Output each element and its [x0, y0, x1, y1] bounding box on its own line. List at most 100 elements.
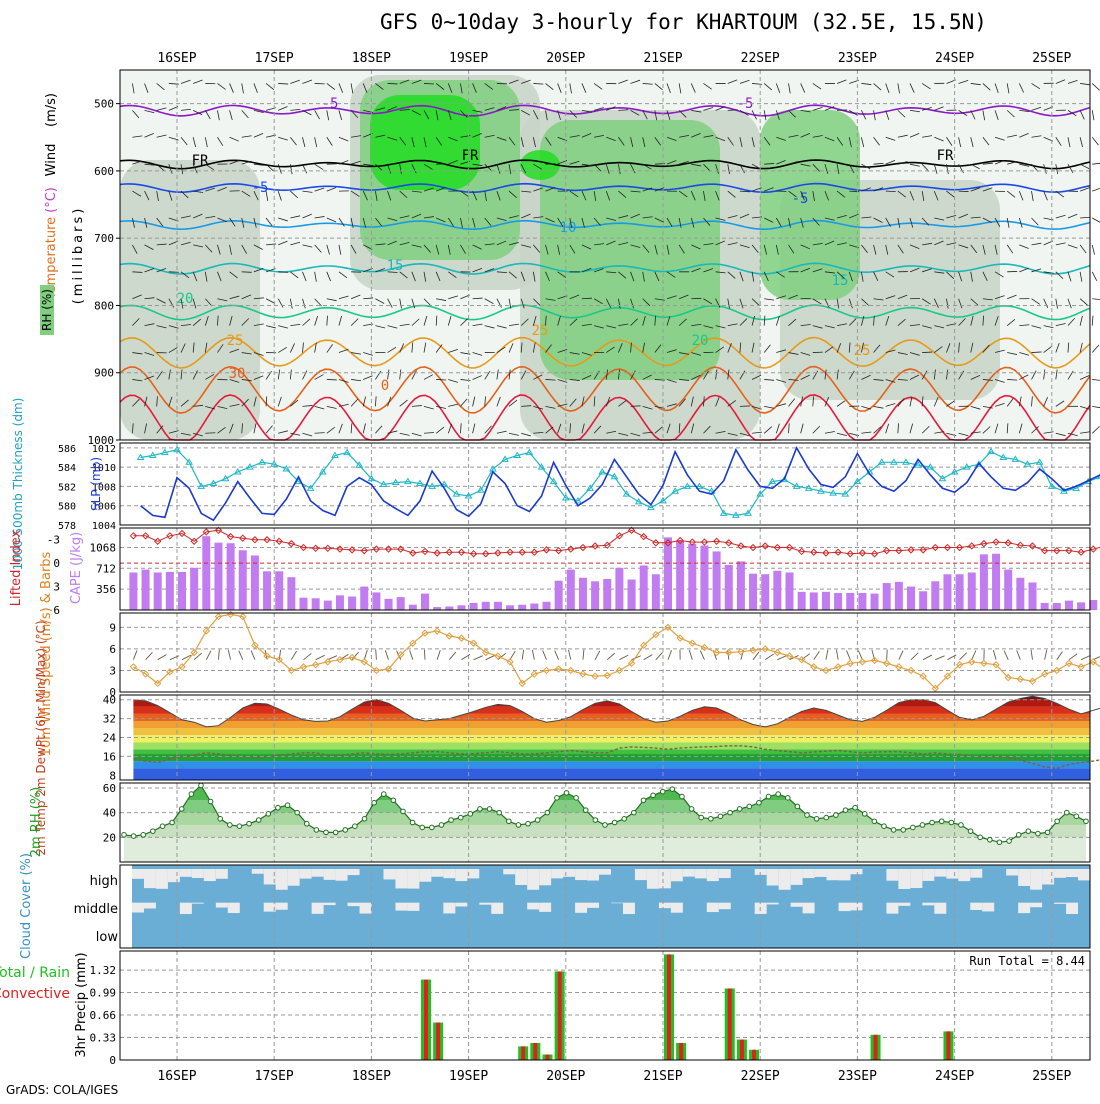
- rh-point: [160, 824, 165, 829]
- wind-barb: [972, 651, 976, 660]
- cape-bar: [664, 537, 672, 610]
- rh-band: [120, 783, 1090, 800]
- x-tick-label-top: 16SEP: [157, 51, 196, 66]
- thickness-tick-label: 586: [58, 444, 76, 455]
- wind-barb: [1092, 163, 1100, 164]
- wind-barb: [777, 656, 786, 660]
- cape-bar: [142, 570, 150, 610]
- contour-label: -5: [252, 180, 269, 196]
- rh-point: [1074, 814, 1079, 819]
- rh-point: [766, 794, 771, 799]
- rh-point: [949, 820, 954, 825]
- middle-cloud-gap: [276, 903, 288, 910]
- high-cloud-gap: [419, 869, 431, 882]
- cloud-row-label: high: [90, 874, 118, 889]
- high-cloud-gap: [1066, 869, 1078, 877]
- cape-bar: [931, 581, 939, 610]
- rh-point: [1026, 829, 1031, 834]
- slp-tick-label: 1012: [92, 444, 116, 455]
- high-cloud-gap: [886, 869, 898, 881]
- cape-axis-title: CAPE (J/kg): [69, 532, 84, 604]
- high-cloud-gap: [431, 869, 443, 877]
- high-cloud-gap: [395, 869, 407, 888]
- high-cloud-gap: [300, 869, 312, 879]
- wind-barb: [1092, 110, 1094, 120]
- cape-bar: [445, 606, 453, 610]
- cloud-row-label: middle: [74, 902, 118, 917]
- rh-point: [603, 823, 608, 828]
- temp-band: [120, 768, 1090, 780]
- x-tick-label-bottom: 24SEP: [935, 1069, 974, 1084]
- temp-band: [120, 728, 1090, 735]
- high-cloud-gap: [635, 869, 647, 880]
- li-tick-label: 6: [53, 604, 60, 617]
- rh-point: [526, 821, 531, 826]
- middle-cloud-gap: [1030, 903, 1042, 908]
- rh-point: [968, 829, 973, 834]
- temp-band: [120, 754, 1090, 761]
- cape-bar: [287, 577, 295, 610]
- wind-barb: [546, 164, 556, 165]
- wind-barb: [1092, 426, 1099, 433]
- wind-barb: [1057, 651, 1063, 659]
- x-tick-label-top: 20SEP: [546, 51, 585, 66]
- rh-point: [1084, 819, 1089, 824]
- cape-bar: [822, 592, 830, 610]
- convective-precip-bar: [728, 988, 732, 1060]
- high-cloud-gap: [312, 869, 324, 877]
- wind-barb: [1092, 299, 1100, 300]
- high-cloud-gap: [204, 869, 216, 881]
- high-cloud-gap: [898, 869, 910, 889]
- middle-cloud-gap: [803, 903, 815, 914]
- wind-barb: [1092, 345, 1099, 353]
- x-tick-label-bottom: 19SEP: [449, 1069, 488, 1084]
- high-cloud-gap: [1054, 869, 1066, 878]
- wind-barb: [700, 651, 704, 660]
- cape-bar: [773, 571, 781, 610]
- cape-bar: [615, 568, 623, 610]
- middle-cloud-gap: [611, 903, 623, 904]
- cape-bar: [263, 571, 271, 610]
- rh-point: [439, 823, 444, 828]
- precip-tick-label: 1.32: [90, 964, 117, 977]
- high-cloud-gap: [551, 869, 563, 878]
- pressure-tick-label: 500: [94, 98, 114, 111]
- rh-point: [834, 813, 839, 818]
- cape-bar: [555, 581, 563, 610]
- rh-point: [593, 818, 598, 823]
- pressure-tick-label: 900: [94, 367, 114, 380]
- rh-point: [718, 814, 723, 819]
- cape-tick-label: 356: [96, 583, 116, 596]
- wind-barb: [1092, 272, 1096, 281]
- wind-barb: [922, 352, 932, 353]
- wind-barb: [424, 650, 425, 660]
- li-tick-label: 0: [53, 557, 60, 570]
- wind-barb: [1092, 83, 1099, 90]
- rh-point: [824, 815, 829, 820]
- wind-barb: [1017, 650, 1021, 659]
- rh-point: [1064, 810, 1069, 815]
- cape-bar: [907, 587, 915, 610]
- cape-bar: [275, 571, 283, 610]
- middle-cloud-gap: [671, 903, 683, 913]
- wind-barb: [1092, 188, 1100, 191]
- wind-barb: [607, 653, 615, 660]
- high-cloud-gap: [827, 869, 839, 880]
- x-tick-label-bottom: 18SEP: [352, 1069, 391, 1084]
- high-cloud-gap: [1006, 869, 1018, 875]
- x-tick-label-bottom: 21SEP: [643, 1069, 682, 1084]
- rh-point: [853, 805, 858, 810]
- wind-barb: [170, 656, 179, 660]
- rh-point: [882, 824, 887, 829]
- wind-barb: [993, 650, 996, 660]
- middle-cloud-gap: [324, 903, 336, 905]
- rh-point: [574, 796, 579, 801]
- x-tick-label-bottom: 23SEP: [838, 1069, 877, 1084]
- cape-bar: [676, 541, 684, 610]
- wind-barb: [1092, 316, 1093, 326]
- li-tick-label: 3: [53, 581, 60, 594]
- temp-tick-label: 40: [103, 694, 116, 707]
- run-total: Run Total = 8.44: [969, 954, 1085, 968]
- middle-cloud-gap: [228, 903, 240, 913]
- cape-bar: [324, 601, 332, 610]
